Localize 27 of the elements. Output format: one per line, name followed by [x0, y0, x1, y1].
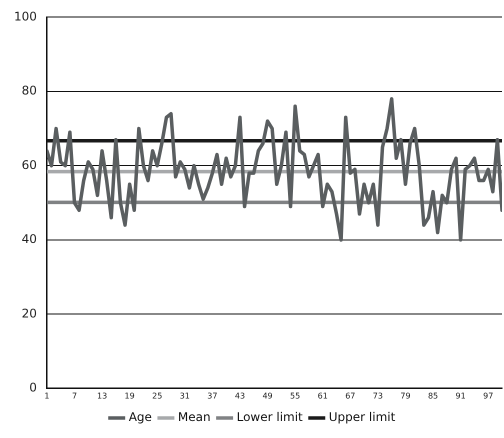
x-tick-label: 19	[124, 391, 135, 400]
legend-label: Upper limit	[328, 410, 396, 424]
x-tick-label: 25	[152, 391, 162, 400]
x-tick-label: 43	[234, 391, 246, 400]
x-tick-label: 67	[345, 391, 356, 400]
x-tick-label: 85	[428, 391, 438, 400]
x-tick-label: 7	[72, 391, 78, 400]
x-tick-label: 31	[180, 391, 190, 400]
y-tick-label: 60	[22, 158, 37, 172]
x-tick-label: 13	[96, 391, 108, 400]
y-tick-label: 80	[22, 84, 37, 98]
legend-label: Mean	[178, 410, 211, 424]
x-tick-label: 37	[207, 391, 218, 400]
x-tick-label: 1	[44, 391, 50, 400]
x-tick-label: 73	[372, 391, 383, 400]
x-tick-label: 79	[400, 391, 411, 400]
y-tick-label: 100	[14, 9, 37, 24]
x-tick-label: 61	[318, 391, 328, 400]
x-tick-label: 97	[483, 391, 494, 400]
y-tick-label: 20	[22, 306, 37, 320]
x-tick-label: 55	[290, 391, 300, 400]
x-tick-label: 49	[262, 391, 273, 400]
legend-label: Age	[128, 410, 152, 424]
y-tick-label: 0	[29, 380, 37, 395]
y-tick-label: 40	[22, 232, 37, 246]
legend-label: Lower limit	[236, 410, 304, 424]
x-tick-label: 91	[456, 391, 466, 400]
